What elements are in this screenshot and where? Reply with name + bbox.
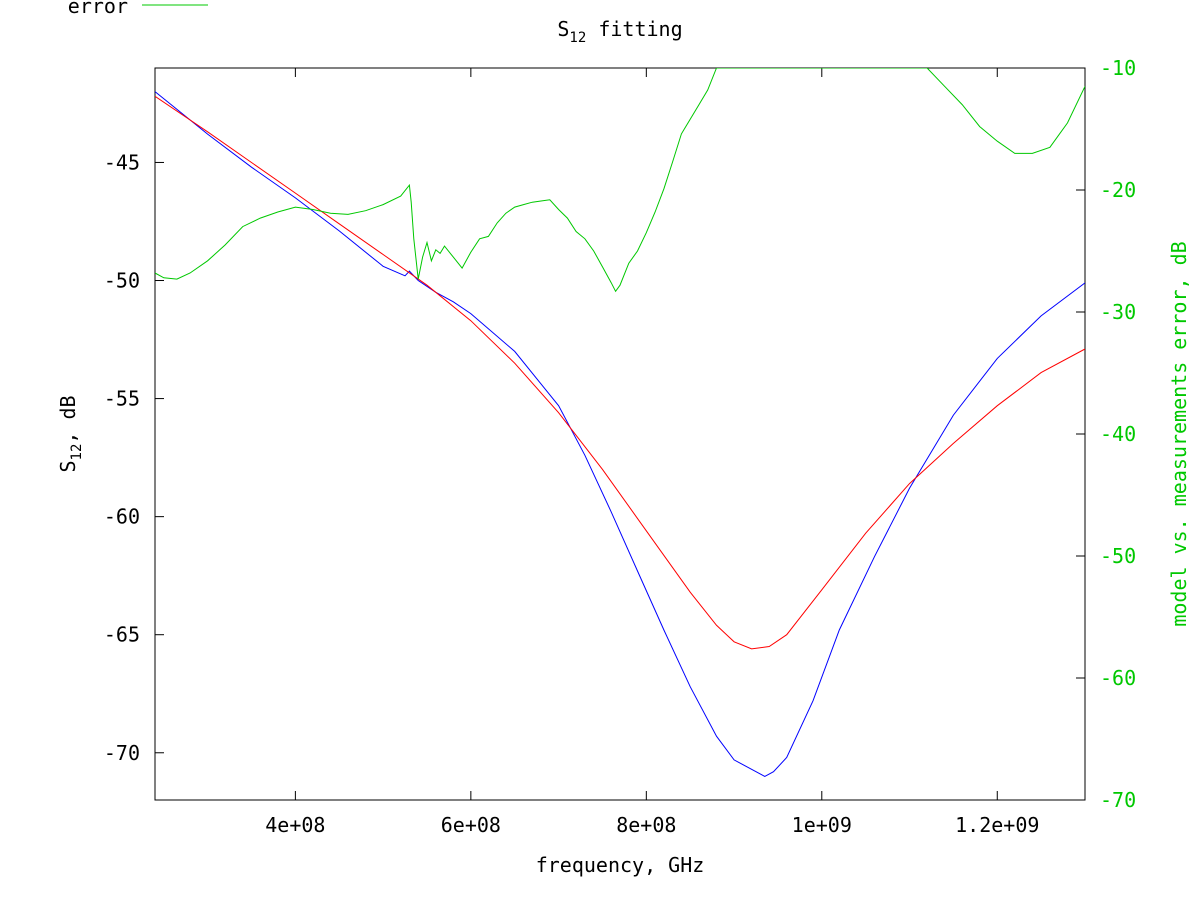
y-axis-left: -45 -50 -55 -60 -65 -70 <box>104 150 164 765</box>
y-axis-label: S12, dB <box>56 395 85 472</box>
y2-tick-label: -30 <box>1100 300 1136 324</box>
chart-title-main: S <box>557 17 569 41</box>
y-axis-label-main: S <box>56 460 80 472</box>
y-axis-label-rest: , dB <box>56 395 80 443</box>
series-group <box>155 68 1085 777</box>
y-tick-label: -45 <box>104 150 140 174</box>
chart-title-rest: fitting <box>586 17 682 41</box>
y-tick-label: -60 <box>104 505 140 529</box>
y2-tick-label: -60 <box>1100 666 1136 690</box>
x-tick-label: 1e+09 <box>792 813 852 837</box>
series-error-line <box>155 68 1085 293</box>
x-tick-label: 1.2e+09 <box>955 813 1039 837</box>
y-tick-label: -50 <box>104 269 140 293</box>
series-1-line <box>155 91 1085 777</box>
x-axis: 4e+08 6e+08 8e+08 1e+09 1.2e+09 <box>265 68 1039 837</box>
plot-frame <box>154 67 1086 801</box>
x-tick-label: 6e+08 <box>441 813 501 837</box>
chart-title: S12 fitting <box>557 17 682 46</box>
y-tick-label: -70 <box>104 741 140 765</box>
y2-tick-label: -50 <box>1100 544 1136 568</box>
y-tick-label: -55 <box>104 387 140 411</box>
legend-label-error: error <box>68 0 128 18</box>
y-axis-right: -10 -20 -30 -40 -50 -60 -70 <box>1076 56 1136 812</box>
y-axis-label-sub: 12 <box>69 444 85 461</box>
y2-tick-label: -20 <box>1100 178 1136 202</box>
y2-axis-label: model vs. measurements error, dB <box>1167 241 1191 626</box>
x-tick-label: 4e+08 <box>265 813 325 837</box>
x-tick-label: 8e+08 <box>616 813 676 837</box>
y2-tick-label: -10 <box>1100 56 1136 80</box>
y-tick-label: -65 <box>104 623 140 647</box>
y2-tick-label: -70 <box>1100 788 1136 812</box>
x-axis-label: frequency, GHz <box>536 853 705 877</box>
series-2-line <box>155 95 1085 650</box>
y2-tick-label: -40 <box>1100 422 1136 446</box>
chart-title-sub: 12 <box>569 30 586 46</box>
